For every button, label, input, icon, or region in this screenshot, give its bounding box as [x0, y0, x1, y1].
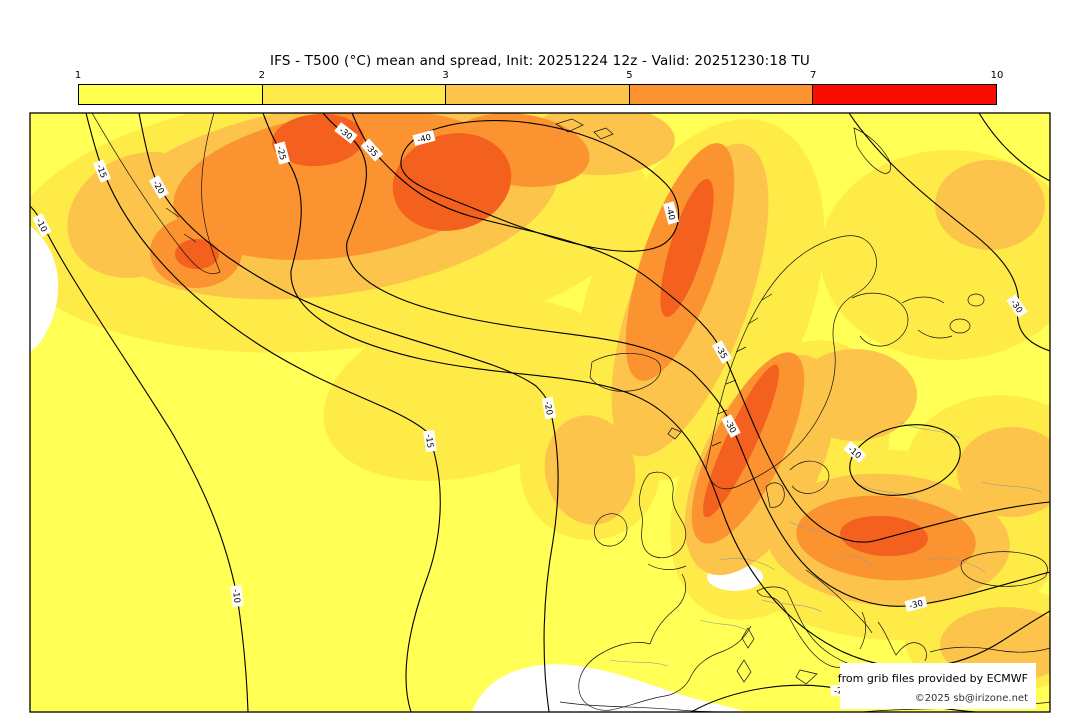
coastline-faroe: [667, 427, 682, 440]
attribution-box: [840, 663, 1036, 709]
coastline-scandinavia: [705, 235, 877, 490]
map-shape: [1006, 294, 1028, 318]
map-shape: [544, 415, 636, 525]
coastline-greenland: [91, 113, 221, 274]
coastline-finland: [851, 292, 909, 347]
coastline-novaya-zemlya: [853, 127, 892, 174]
map-shape: -10: [230, 589, 241, 604]
map-shape: [721, 414, 741, 438]
map-shape: [660, 178, 714, 318]
contour-label: -10: [230, 584, 244, 608]
colorbar-segment: [79, 85, 263, 104]
map-shape: [30, 226, 59, 352]
colorbar-segment: [813, 85, 996, 104]
map-shape: [175, 239, 219, 269]
map-shape: -15: [423, 434, 435, 449]
map-shape: [92, 159, 112, 183]
contour-line-minus-20-west: [138, 113, 559, 712]
contour-label: -40: [412, 129, 436, 147]
contour-label: -30: [904, 596, 928, 612]
map-shape: [840, 515, 928, 557]
colorbar-tick: 3: [442, 70, 449, 81]
map-shape: [843, 441, 867, 463]
contour-line-minus-15: [85, 113, 441, 712]
attribution-line2: ©2025 sb@irizone.net: [915, 693, 1028, 704]
map-shape: [273, 141, 291, 165]
map-shape: [904, 596, 928, 612]
map-shape: [702, 364, 780, 518]
contour-line-minus-10-pocket: [849, 424, 961, 496]
map-shape: [609, 421, 1043, 667]
coastline-white-sea: [901, 296, 953, 339]
map-shape: [392, 133, 512, 231]
contour-line-minus-40: [400, 119, 680, 252]
map-shape: [148, 175, 170, 199]
coastline-norway-fjords: [711, 293, 773, 447]
map-shape: -40: [416, 133, 432, 146]
contour-label: -40: [662, 201, 680, 225]
coastline-britain: [639, 471, 687, 559]
coastline-iceland: [589, 353, 661, 392]
map-shape: -40: [663, 205, 676, 221]
coastline-france-iberia: [578, 563, 752, 711]
map-shape: [472, 664, 746, 712]
map-shape: [334, 122, 358, 144]
map-shape: [662, 201, 680, 225]
contour-label: -15: [92, 159, 112, 183]
coastline-baltic: [789, 460, 830, 494]
colorbar-ticks: 1 2 3 5 7 10: [74, 70, 1004, 83]
contour-layer: [30, 113, 1050, 712]
coastline-black-sea: [960, 551, 1048, 587]
colorbar-segment: [262, 85, 447, 104]
map-shape: -20: [542, 401, 554, 416]
contour-line-minus-30-east: [848, 113, 1050, 352]
map-shape: [541, 396, 557, 420]
colorbar-segment: [446, 85, 630, 104]
map-shape: [412, 129, 436, 147]
contour-label: -20: [541, 396, 557, 420]
coastline-corsica-sardinia: [736, 627, 755, 683]
map-shape: -25: [274, 145, 287, 161]
attribution-line1: from grib files provided by ECMWF: [838, 672, 1028, 685]
coastline-turkey: [929, 646, 1050, 653]
country-border-layer: [609, 421, 1043, 667]
colorbar-tick: 2: [258, 70, 265, 81]
colorbar-tick: 10: [990, 70, 1004, 81]
map-shape: [711, 340, 733, 364]
contour-line-northeast: [978, 113, 1050, 182]
map-shape: [32, 213, 52, 237]
map-shape: [935, 160, 1045, 250]
map-shape: [423, 429, 437, 453]
page-title: IFS - T500 (°C) mean and spread, Init: 2…: [269, 53, 811, 69]
contour-line-minus-35: [351, 113, 1050, 543]
colorbar-tick: 5: [626, 70, 633, 81]
map-content: -10-15-20-25-30-35-40-40-35-30-20-15-10-…: [30, 113, 1050, 712]
coastline-lakes: [949, 293, 985, 334]
map-shape: [957, 427, 1050, 517]
map-shape: [230, 584, 244, 608]
map-shape: -15: [94, 163, 108, 180]
map-shape: [360, 138, 384, 162]
coastline-denmark: [765, 482, 785, 508]
attribution: from grib files provided by ECMWF ©2025 …: [838, 663, 1036, 709]
contour-label: -25: [273, 141, 291, 165]
contour-line-minus-30: [322, 113, 1050, 607]
coastline-sicily: [795, 669, 818, 685]
coastline-balkans-greece: [805, 569, 927, 662]
map-border: [29, 112, 1051, 713]
map-shape: -30: [908, 599, 924, 612]
contour-label: -15: [423, 429, 437, 453]
coastline-ireland: [594, 513, 628, 547]
spread-hot-layer: [175, 113, 928, 557]
colorbar-tick: 1: [74, 70, 82, 81]
map-shape: [793, 349, 917, 441]
colorbar: [78, 84, 997, 105]
colorbar-segment: [629, 85, 814, 104]
colorbar-tick: 7: [810, 70, 817, 81]
